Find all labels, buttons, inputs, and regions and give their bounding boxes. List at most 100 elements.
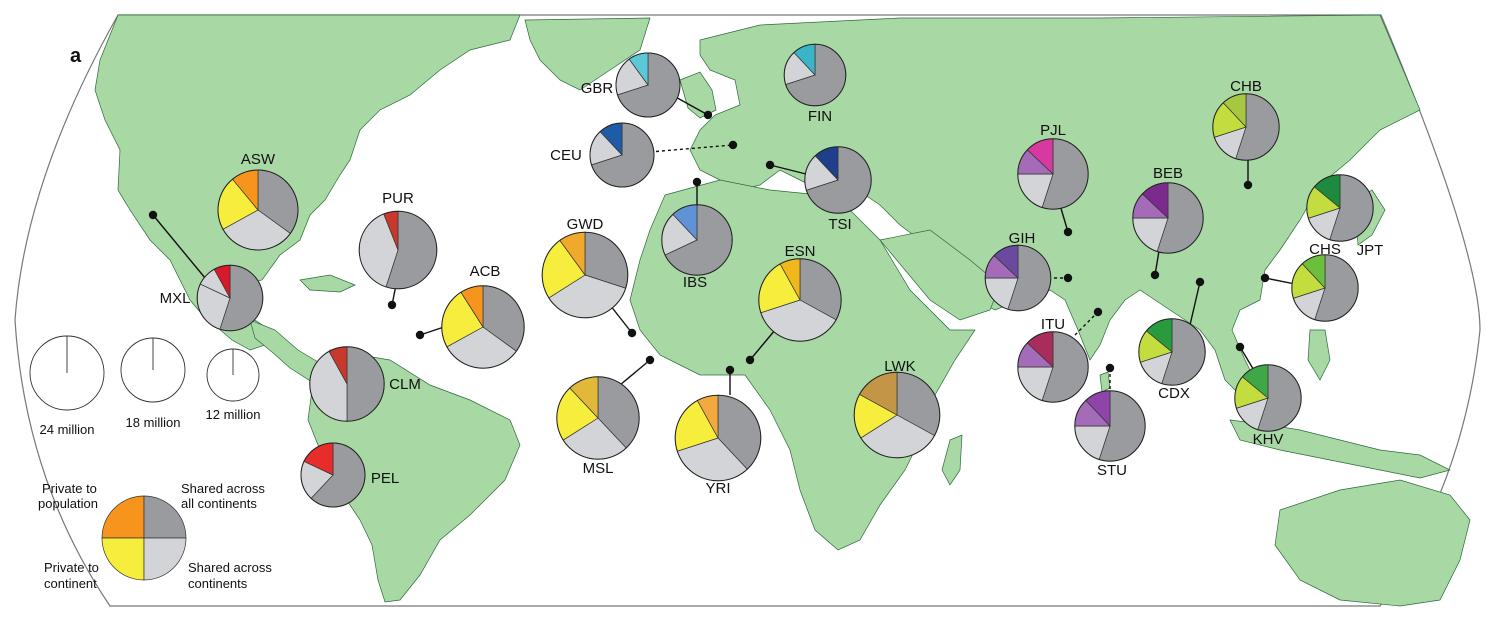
pie-lwk-outline [853,371,941,459]
pie-cdx: CDX [1138,318,1206,402]
pie-ceu-label: CEU [550,147,582,164]
pie-chs-label: CHS [1309,241,1341,258]
pie-chs-outline [1291,254,1359,322]
pie-gwd-outline [541,231,629,319]
pie-msl-label: MSL [583,460,614,477]
connector-gbr [671,94,709,116]
dot-stu [1105,363,1115,373]
legend-slice-shared-all [143,495,187,539]
pie-acb-label: ACB [470,263,501,280]
philippines-land [1307,329,1331,381]
scale-legend: 24 million 18 million 12 million [29,335,260,437]
pie-yri-label: YRI [705,480,730,497]
pie-chb-outline [1212,93,1280,161]
dot-gwd [627,328,637,338]
madagascar-land [941,434,963,486]
pie-asw-outline [217,169,299,251]
dot-itu [1093,307,1103,317]
pie-jpt: JPT [1306,174,1384,259]
dot-chb [1243,180,1253,190]
pie-mxl-outline [196,264,264,332]
pie-lwk-label: LWK [884,358,915,375]
pie-msl: MSL [556,376,640,477]
pie-chb-label: CHB [1230,78,1262,95]
connector-esn [749,329,776,361]
pie-itu-label: ITU [1041,316,1065,333]
pie-gih: GIH [984,230,1052,312]
pie-lwk: LWK [853,358,941,459]
pie-jpt-outline [1306,174,1374,242]
pie-jpt-label: JPT [1357,242,1384,259]
greenland-land [524,17,651,91]
dot-cdx [1195,277,1205,287]
pie-ibs-outline [661,204,733,276]
pie-beb-label: BEB [1153,165,1183,182]
pie-khv-label: KHV [1253,431,1284,448]
pie-clm-label: CLM [389,376,421,393]
legend-slice-private-continent [101,537,145,581]
dot-beb [1150,270,1160,280]
pie-chb: CHB [1212,78,1280,161]
dot-acb [415,330,425,340]
pie-itu-outline [1017,331,1089,403]
panel-label: a [70,45,82,67]
pie-esn-outline [758,258,842,342]
pie-esn-label: ESN [785,243,816,260]
connector-msl [619,359,651,386]
dot-asw [148,210,158,220]
dot-ibs [692,177,702,187]
pie-acb: ACB [441,263,525,369]
legend-label-private-continent-line1: Private to [44,560,99,575]
scale-label-18: 18 million [126,415,181,430]
pie-ceu-outline [589,122,655,188]
pie-stu: STU [1074,390,1146,479]
pie-gih-outline [984,244,1052,312]
pie-khv-outline [1234,364,1302,432]
connector-khv [1239,346,1256,373]
pie-pjl: PJL [1017,122,1089,210]
location-dots [148,110,1270,375]
pie-pel-outline [300,442,366,508]
caribbean-land [299,274,356,293]
pie-stu-label: STU [1097,462,1127,479]
pie-beb: BEB [1132,165,1204,254]
legend-label-private-continent: Private to continent [44,560,103,591]
legend-label-shared-across-line1: Shared across [188,560,272,575]
connector-cdx [1189,281,1201,326]
pie-clm: CLM [309,346,421,422]
pie-cdx-outline [1138,318,1206,386]
legend-label-shared-across: Shared across continents [188,560,275,591]
pie-khv: KHV [1234,364,1302,448]
legend-label-private-population-line1: Private to [42,481,97,496]
pie-tsi: TSI [804,146,872,233]
pie-pjl-outline [1017,138,1089,210]
legend-label-private-continent-line2: continent [44,576,97,591]
pie-pur-outline [358,210,438,290]
pie-yri-outline [674,394,762,482]
pie-cdx-label: CDX [1158,385,1190,402]
dot-chs [1260,273,1270,283]
pie-gwd: GWD [541,216,629,319]
legend-label-private-population: Private to population [38,481,101,511]
legend-label-shared-all-line1: Shared across [181,481,265,496]
australia-land [1274,479,1471,607]
population-pies: ASW MXL PUR ACB CLM PEL GBR FIN CEU TSI IBS GWD ESN M… [160,43,1384,508]
se-asia-islands-land [1229,419,1451,479]
category-legend: Private to population Shared across all … [38,481,275,591]
pie-msl-outline [556,376,640,460]
pie-fin-label: FIN [808,108,832,125]
pie-pjl-label: PJL [1040,122,1066,139]
pie-mxl-label: MXL [160,290,191,307]
pie-fin-outline [783,43,847,107]
pie-pel: PEL [300,442,399,508]
pie-clm-outline [309,346,385,422]
pie-gih-label: GIH [1009,230,1036,247]
pie-pur: PUR [358,190,438,290]
legend-slice-shared-across [143,537,187,581]
pie-yri: YRI [674,394,762,497]
pie-gwd-label: GWD [567,216,604,233]
legend-slice-private-population [101,495,145,539]
dot-msl [645,355,655,365]
legend-label-private-population-line2: population [38,496,98,511]
